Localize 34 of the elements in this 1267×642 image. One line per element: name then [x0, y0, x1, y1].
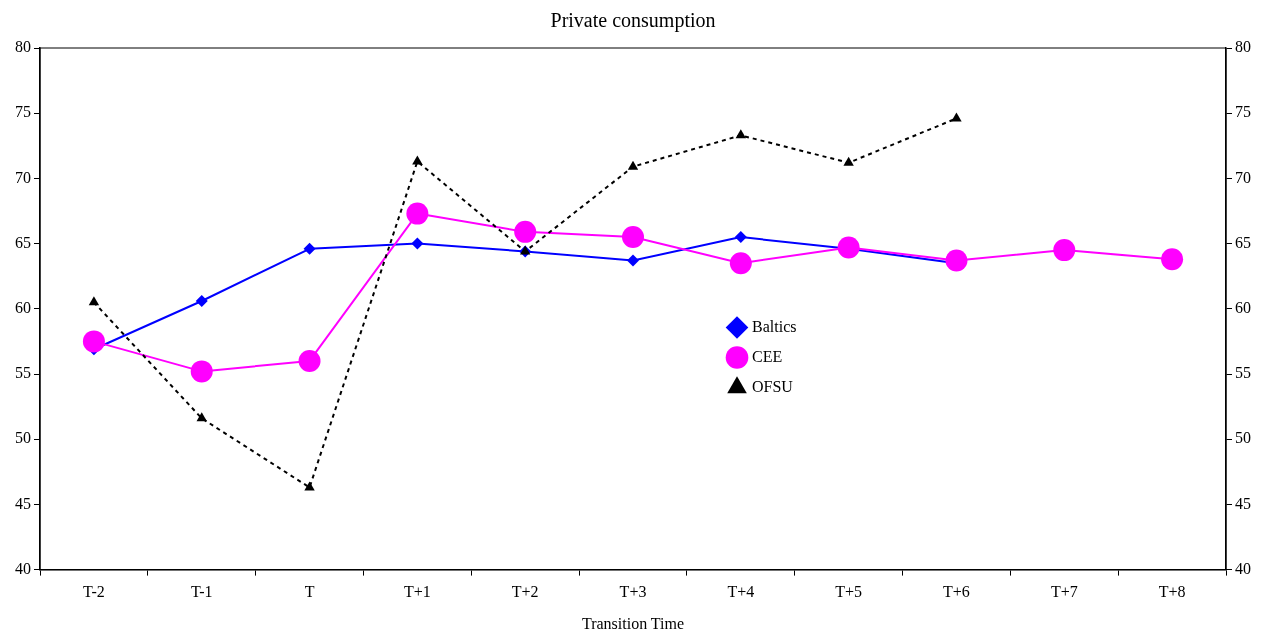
x-axis-title: Transition Time — [581, 614, 685, 632]
x-tick-label: T+2 — [511, 583, 539, 601]
y2-tick-label: 45 — [1235, 494, 1251, 512]
x-tick-label: T+5 — [835, 583, 863, 601]
chart-title: Private consumption — [550, 9, 716, 33]
x-tick-label: T-1 — [190, 583, 213, 601]
y-tick-label: 65 — [15, 233, 31, 251]
y-tick-label: 75 — [15, 103, 31, 121]
y-tick-label: 40 — [15, 559, 31, 577]
x-tick-label: T+8 — [1158, 583, 1186, 601]
y2-tick-label: 60 — [1235, 299, 1251, 316]
x-tick-label: T+1 — [403, 583, 431, 601]
y-tick-label: 55 — [15, 364, 31, 382]
y2-tick-label: 70 — [1235, 168, 1251, 186]
legend-label: CEE — [752, 347, 783, 365]
x-tick-label: T — [304, 583, 315, 601]
y-tick-label: 45 — [15, 494, 31, 512]
y2-tick-label: 55 — [1235, 364, 1251, 382]
x-tick-label: T-2 — [83, 583, 105, 601]
legend-label: Baltics — [752, 317, 797, 335]
x-tick-label: T+7 — [1050, 583, 1078, 601]
y-tick-label: 80 — [15, 38, 31, 56]
x-tick-label: T+6 — [943, 583, 970, 601]
y2-tick-label: 50 — [1235, 429, 1251, 447]
y2-tick-label: 40 — [1235, 559, 1251, 577]
y2-tick-label: 65 — [1235, 233, 1251, 251]
y2-tick-label: 80 — [1235, 38, 1251, 56]
x-tick-label: T+3 — [619, 583, 647, 601]
x-tick-label: T+4 — [727, 583, 755, 601]
y-tick-label: 60 — [15, 299, 31, 316]
legend-label: OFSU — [752, 377, 794, 395]
y-tick-label: 70 — [15, 168, 31, 186]
y2-tick-label: 75 — [1235, 103, 1251, 121]
y-tick-label: 50 — [15, 429, 31, 447]
